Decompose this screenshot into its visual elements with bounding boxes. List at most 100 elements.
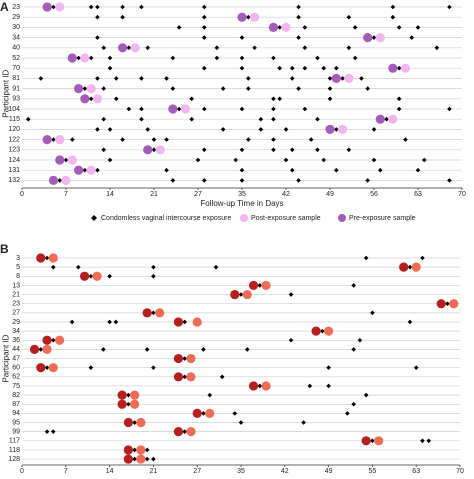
exposure-marker [201,4,207,10]
exposure-marker [95,76,100,81]
y-tick-label: 27 [12,310,20,317]
exposure-marker [139,116,144,122]
exposure-marker [340,76,345,81]
sample-marker [55,2,65,12]
exposure-marker [220,86,226,91]
sample-marker [344,73,354,83]
y-tick-label: 117 [9,438,20,445]
exposure-marker [390,4,396,10]
exposure-marker [25,116,31,122]
sample-marker [375,33,385,43]
exposure-marker [327,86,333,91]
x-tick-label: 63 [412,468,420,474]
exposure-marker [421,157,427,163]
exposure-marker [201,65,207,71]
sample-marker [331,73,341,83]
panel-label: A [0,0,9,14]
exposure-marker [139,106,144,112]
exposure-marker [50,429,56,434]
exposure-marker [151,456,156,462]
y-tick-label: 21 [12,291,20,298]
exposure-marker [239,55,245,61]
sample-marker [130,390,140,400]
exposure-marker [57,178,63,183]
sample-marker [436,299,446,309]
sample-marker [130,43,140,53]
sample-marker [73,84,84,94]
exposure-marker [321,65,327,71]
legend-marker [338,214,346,222]
exposure-marker [126,106,132,112]
exposure-marker [220,127,226,132]
exposure-marker [320,328,325,334]
exposure-marker [415,167,421,173]
exposure-marker [363,255,369,261]
exposure-marker [88,55,94,61]
y-tick-label: 70 [12,65,20,72]
y-axis-label: Participant ID [2,69,11,117]
sample-marker [142,308,152,318]
y-tick-label: 23 [12,301,20,308]
exposure-marker [189,116,195,122]
exposure-marker [296,4,301,10]
exposure-marker [351,347,356,352]
sample-marker [361,436,371,446]
sample-marker [388,63,398,73]
exposure-marker [101,347,106,352]
y-tick-label: 115 [9,116,20,123]
exposure-marker [76,55,81,61]
sample-marker [168,104,178,114]
y-tick-label: 8 [16,273,20,280]
exposure-marker [82,167,88,173]
exposure-marker [289,147,295,153]
exposure-marker [396,65,402,71]
panel-label: B [0,242,9,256]
sample-marker [86,84,96,94]
y-tick-label: 52 [12,55,20,62]
exposure-marker [101,116,107,122]
exposure-marker [396,25,402,30]
sample-marker [136,454,146,464]
exposure-marker [176,106,182,112]
exposure-marker [201,178,207,183]
exposure-marker [170,55,176,61]
sample-marker [123,454,133,464]
sample-marker [375,114,385,124]
exposure-marker [333,65,339,71]
exposure-marker [447,106,452,112]
exposure-marker [326,365,331,370]
exposure-marker [38,347,44,352]
sample-marker [173,317,184,327]
sample-marker [42,344,52,354]
sample-marker [54,335,65,345]
exposure-marker [445,301,450,306]
exposure-marker [321,157,327,163]
y-tick-label: 29 [12,14,20,21]
x-tick-label: 55 [369,468,377,474]
sample-marker [42,135,52,145]
exposure-marker [144,447,150,453]
x-tick-label: 70 [456,468,464,474]
y-tick-label: 82 [12,392,20,399]
exposure-marker [164,76,169,81]
x-axis-label: Follow-up Time in Days [200,199,283,208]
exposure-marker [352,25,358,30]
exposure-marker [201,25,207,30]
sample-marker [186,372,196,382]
sample-marker [79,271,90,281]
legend-label: Condomless vaginal intercourse exposure [101,215,231,222]
sample-marker [42,335,52,345]
exposure-marker [258,116,264,122]
exposure-marker [352,55,358,61]
sample-marker [42,2,52,12]
sample-marker [186,427,196,437]
exposure-marker [151,264,156,270]
sample-marker [73,165,84,175]
sample-marker [136,417,146,428]
exposure-marker [170,178,176,183]
exposure-marker [315,55,320,61]
sample-marker [155,145,165,155]
x-tick-label: 49 [325,468,333,474]
y-tick-label: 13 [12,282,20,289]
